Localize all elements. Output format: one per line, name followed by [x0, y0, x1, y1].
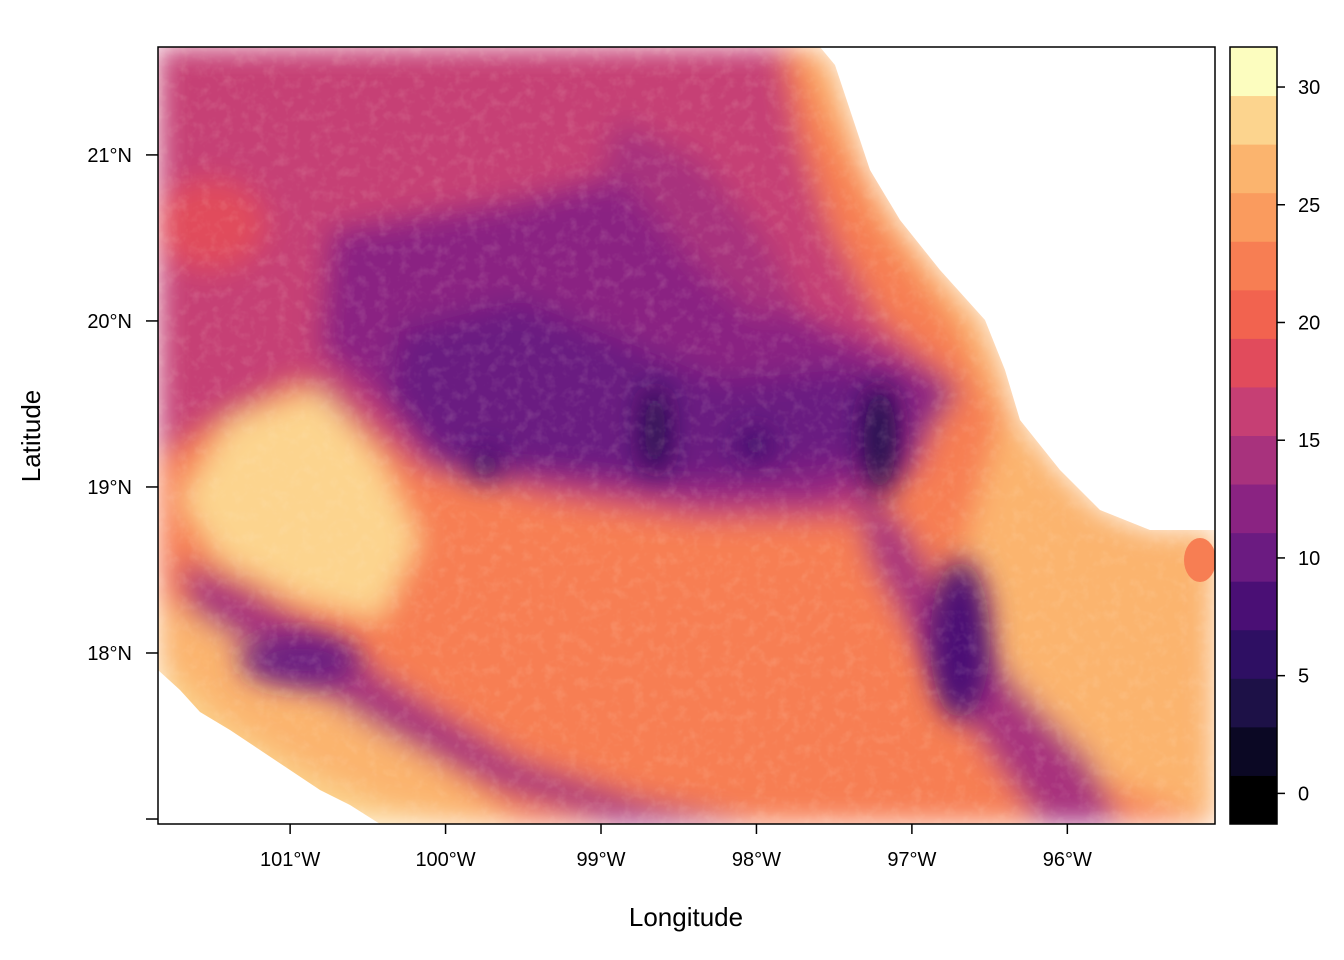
colorbar-step: [1230, 241, 1277, 291]
colorbar-step: [1230, 338, 1277, 388]
colorbar-step: [1230, 581, 1277, 631]
colorbar-tick-label: 10: [1298, 548, 1320, 570]
x-tick-label: 96°W: [1043, 849, 1092, 871]
x-tick-label: 99°W: [576, 849, 625, 871]
temperature-raster: [158, 47, 1215, 824]
colorbar-step: [1230, 775, 1277, 825]
colorbar-frame: [1229, 46, 1278, 825]
gulf-ocean: [820, 47, 1215, 530]
colorbar-step: [1230, 192, 1277, 242]
plot-frame: [157, 46, 1216, 825]
x-tick-label: 101°W: [260, 849, 320, 871]
colorbar-step: [1230, 629, 1277, 679]
x-axis: 101°W 100°W 99°W 98°W 97°W 96°W: [260, 824, 1092, 871]
colorbar-tick-label: 25: [1298, 195, 1320, 217]
y-tick-label: 20°N: [87, 311, 132, 333]
y-tick-label: 18°N: [87, 643, 132, 665]
colorbar-step: [1230, 47, 1277, 97]
x-tick-label: 98°W: [732, 849, 781, 871]
tuxtlas-warm-spot: [1184, 538, 1215, 582]
colorbar-step: [1230, 144, 1277, 194]
x-tick-label: 100°W: [415, 849, 475, 871]
x-axis-title: Longitude: [629, 902, 743, 932]
colorbar-step: [1230, 726, 1277, 776]
colorbar-step: [1230, 386, 1277, 436]
colorbar-step: [1230, 678, 1277, 728]
colorbar-step: [1230, 289, 1277, 339]
y-axis: 21°N 20°N 19°N 18°N: [87, 145, 158, 820]
colorbar-tick-label: 20: [1298, 312, 1320, 334]
colorbar-step: [1230, 532, 1277, 582]
colorbar-tick-label: 0: [1298, 783, 1309, 805]
colorbar-step: [1230, 435, 1277, 485]
x-tick-label: 97°W: [887, 849, 936, 871]
colorbar-step: [1230, 484, 1277, 534]
pacific-ocean: [158, 670, 380, 824]
colorbar-tick-label: 5: [1298, 666, 1309, 688]
colorbar-tick-label: 30: [1298, 77, 1320, 99]
y-tick-label: 19°N: [87, 477, 132, 499]
colorbar-tick-label: 15: [1298, 430, 1320, 452]
colorbar-legend: 0 5 10 15 20 25 30: [1229, 46, 1320, 825]
y-tick-label: 21°N: [87, 145, 132, 167]
colorbar-step: [1230, 95, 1277, 145]
y-axis-title: Latitude: [16, 390, 46, 483]
